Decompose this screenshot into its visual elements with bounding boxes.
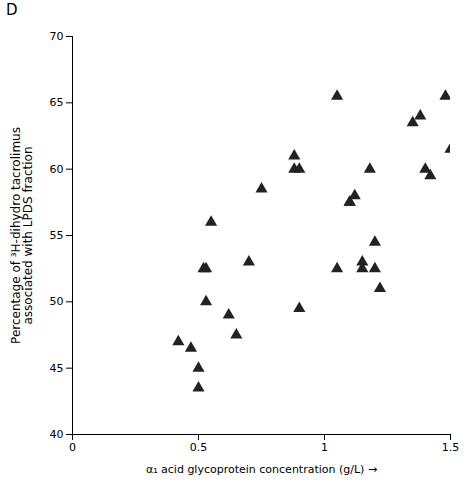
html-text:D: D <box>6 1 18 19</box>
svg-text:Percentage of ³H-dihydro tacro: Percentage of ³H-dihydro tacrolimusassoc… <box>9 127 35 344</box>
svg-text:55: 55 <box>50 229 64 242</box>
svg-text:α₁ acid glycoprotein concentra: α₁ acid glycoprotein concentration (g/L)… <box>146 463 377 476</box>
svg-text:60: 60 <box>50 163 64 176</box>
svg-text:0.5: 0.5 <box>190 441 208 454</box>
svg-text:0: 0 <box>69 441 76 454</box>
svg-text:1.5: 1.5 <box>442 441 460 454</box>
svg-text:50: 50 <box>50 295 64 308</box>
svg-text:1: 1 <box>321 441 328 454</box>
svg-text:45: 45 <box>50 362 64 375</box>
svg-text:70: 70 <box>50 30 64 43</box>
svg-text:40: 40 <box>50 428 64 441</box>
svg-text:65: 65 <box>50 96 64 109</box>
